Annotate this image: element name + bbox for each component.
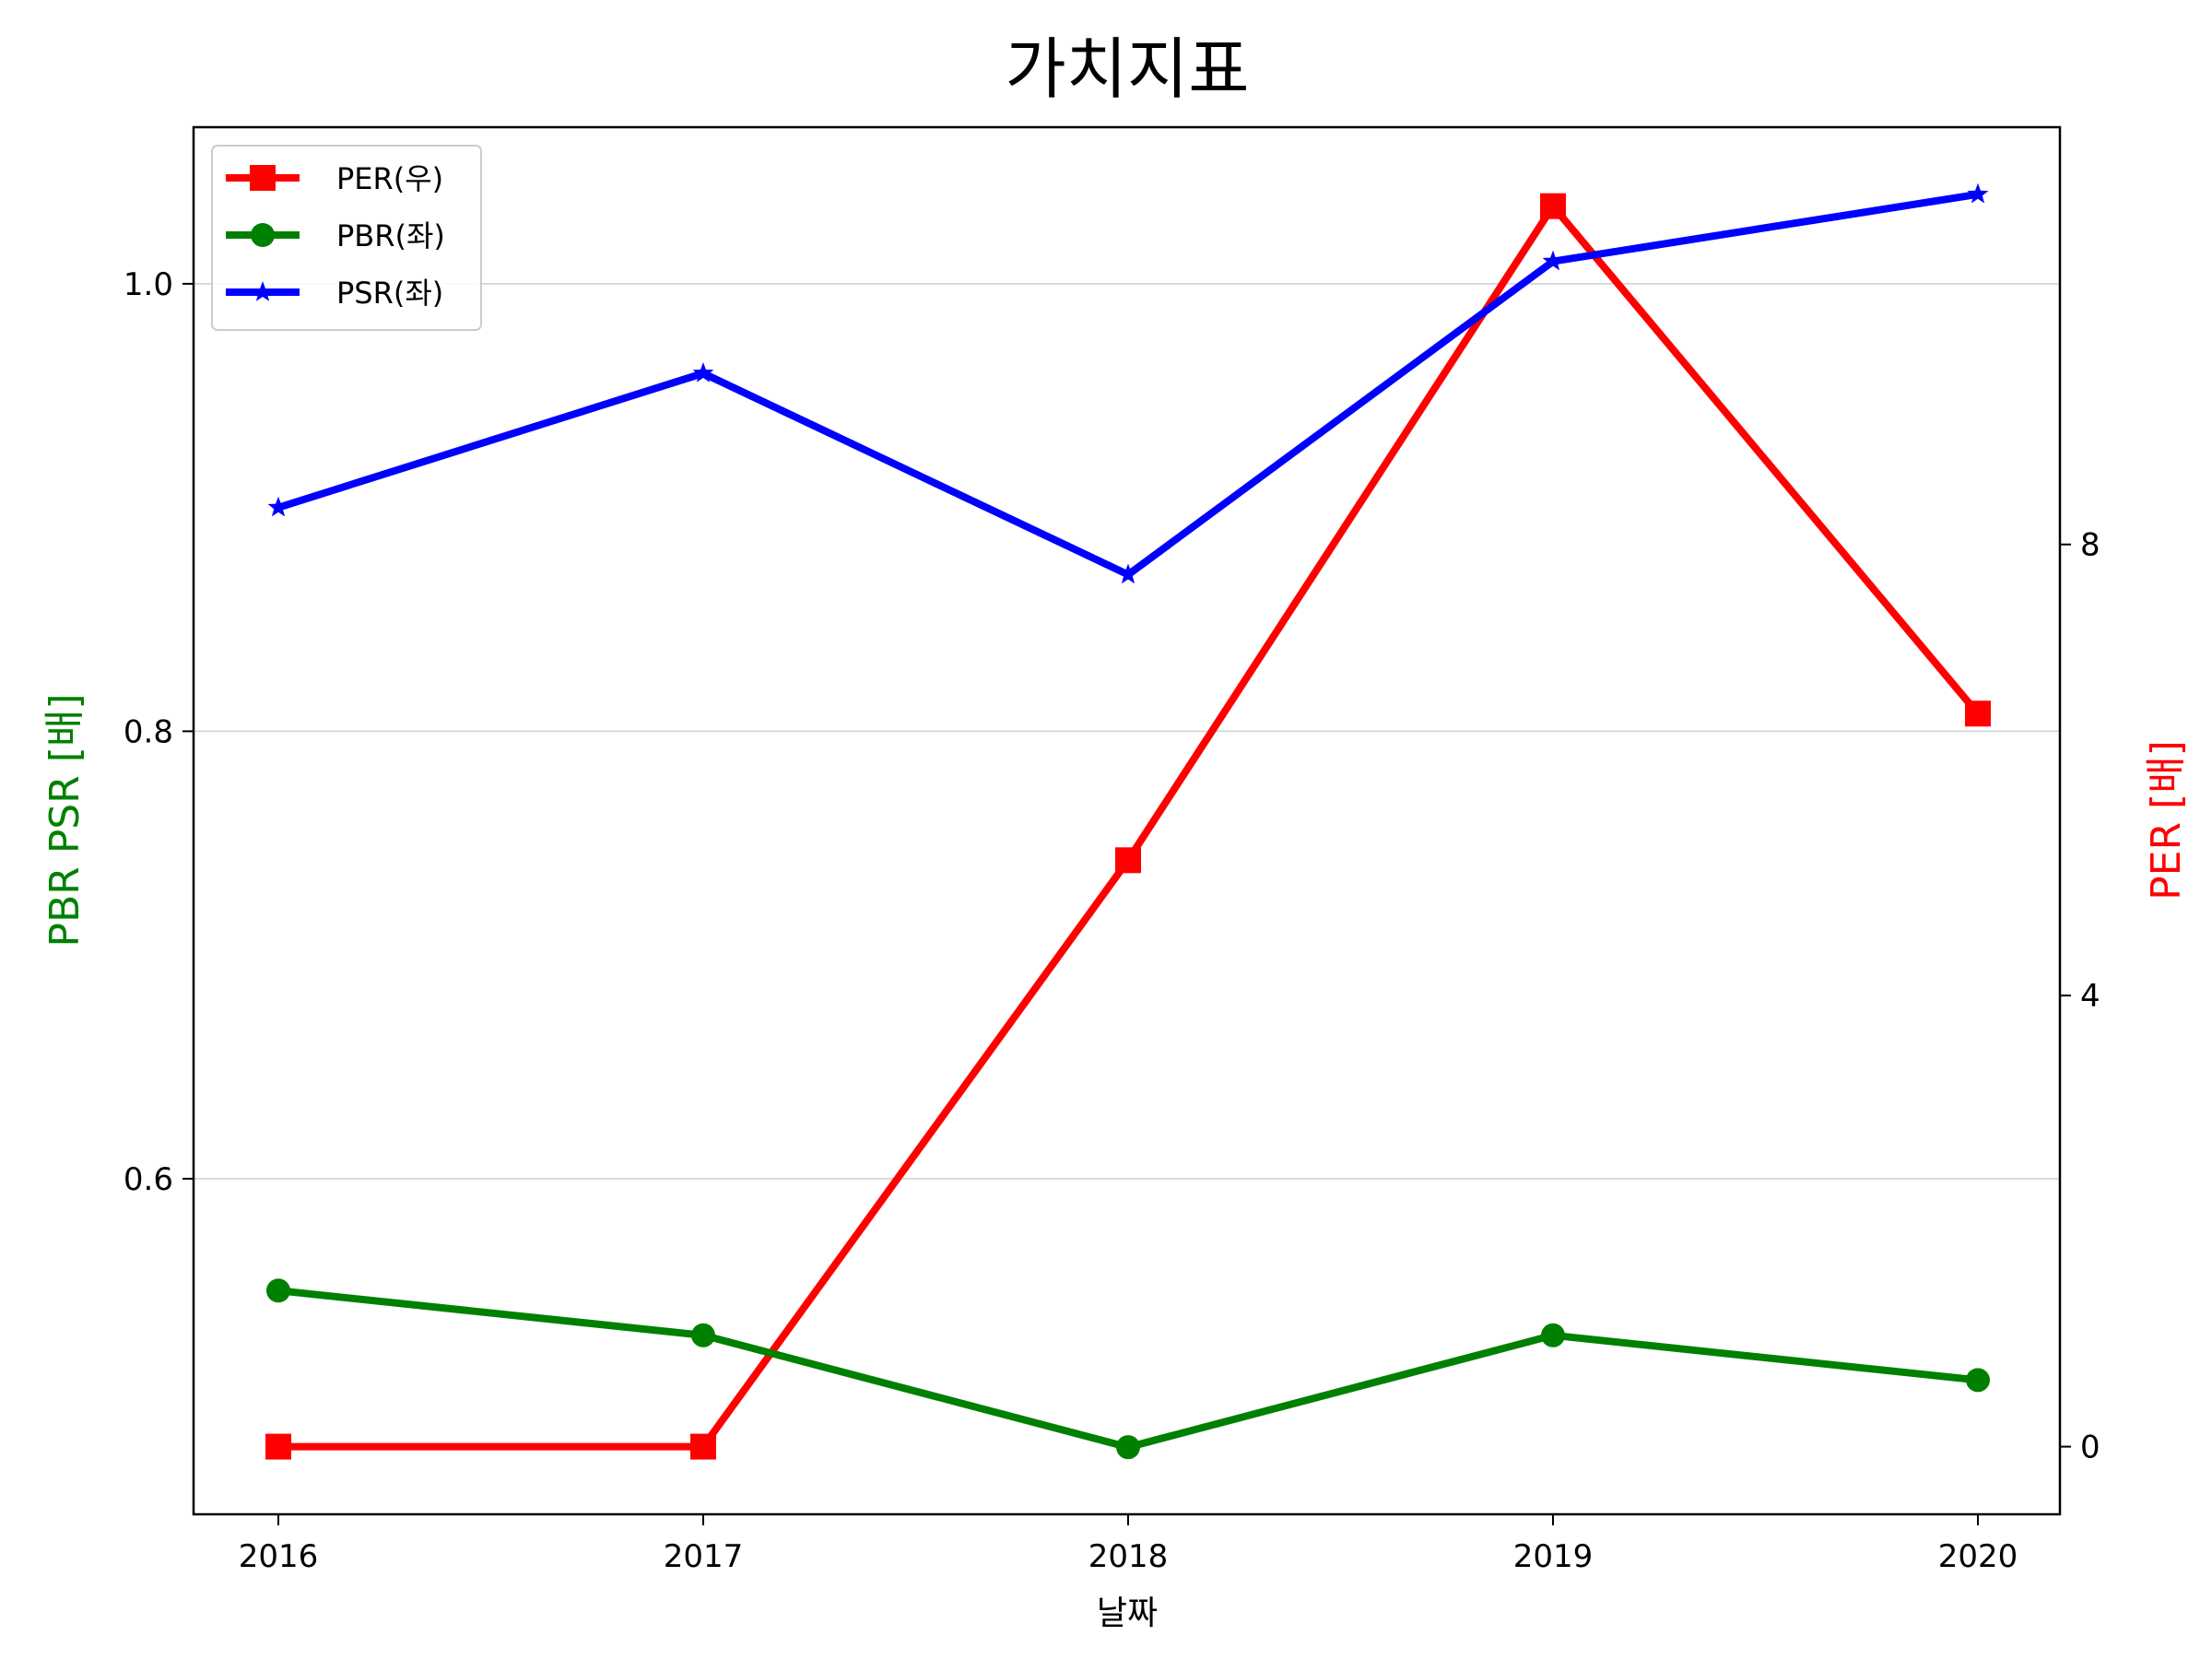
legend-marker bbox=[252, 281, 274, 301]
x-axis-label: 날짜 bbox=[1097, 1594, 1158, 1632]
y-right-tick-label: 4 bbox=[2080, 978, 2100, 1015]
data-point bbox=[1966, 1368, 1990, 1393]
x-axis: 2016 2017 2018 2019 2020 bbox=[239, 1514, 2018, 1575]
x-tick-label: 2017 bbox=[664, 1538, 744, 1575]
data-point bbox=[265, 1433, 291, 1460]
x-tick-label: 2020 bbox=[1938, 1538, 2018, 1575]
grid-lines bbox=[194, 283, 2060, 1180]
data-point bbox=[691, 1323, 715, 1347]
y-axis-right: 0 4 8 bbox=[2060, 527, 2100, 1466]
chart-title: 가치지표 bbox=[1006, 30, 1250, 108]
data-point bbox=[1116, 1435, 1140, 1460]
legend-item: PSR(좌) bbox=[226, 276, 443, 311]
legend-label: PSR(좌) bbox=[336, 276, 443, 311]
y-right-tick-label: 0 bbox=[2080, 1430, 2100, 1466]
series-line bbox=[275, 1287, 1982, 1452]
legend-label: PER(우) bbox=[336, 161, 443, 196]
data-point bbox=[1541, 1323, 1565, 1347]
data-point bbox=[267, 496, 289, 517]
x-tick-label: 2018 bbox=[1088, 1538, 1169, 1575]
legend-label: PBR(좌) bbox=[336, 218, 445, 253]
y-axis-left-label: PBR PSR [배] bbox=[41, 693, 88, 947]
legend-item: PBR(좌) bbox=[226, 218, 445, 253]
legend-marker bbox=[250, 165, 276, 191]
data-point bbox=[1115, 847, 1141, 874]
data-point bbox=[692, 362, 714, 382]
y-axis-left: 0.6 0.8 1.0 bbox=[124, 266, 194, 1198]
legend-box bbox=[211, 145, 482, 331]
data-point bbox=[1542, 250, 1564, 271]
data-point bbox=[1117, 563, 1139, 584]
y-axis-right-label: PER [배] bbox=[2143, 740, 2190, 900]
series-PSR(좌) bbox=[267, 182, 1989, 584]
series-layer bbox=[265, 182, 1991, 1460]
data-point bbox=[266, 1278, 290, 1303]
series-PBR(좌) bbox=[266, 1278, 1990, 1460]
data-point bbox=[690, 1433, 716, 1460]
plot-frame bbox=[192, 125, 2062, 1516]
legend-item: PER(우) bbox=[226, 161, 443, 196]
series-line bbox=[275, 190, 1982, 579]
y-left-tick-label: 1.0 bbox=[124, 266, 173, 303]
y-left-tick-label: 0.8 bbox=[124, 713, 173, 750]
legend: PER(우) PBR(좌) PSR(좌) bbox=[211, 145, 482, 331]
x-tick-label: 2019 bbox=[1513, 1538, 1594, 1575]
series-line bbox=[275, 202, 1982, 1451]
data-point bbox=[1967, 182, 1989, 204]
series-PER(우) bbox=[265, 193, 1991, 1460]
x-tick-label: 2016 bbox=[239, 1538, 319, 1575]
y-left-tick-label: 0.6 bbox=[124, 1161, 173, 1198]
legend-marker bbox=[251, 223, 275, 247]
data-point bbox=[1965, 700, 1991, 727]
data-point bbox=[1540, 193, 1566, 219]
y-right-tick-label: 8 bbox=[2080, 527, 2100, 564]
